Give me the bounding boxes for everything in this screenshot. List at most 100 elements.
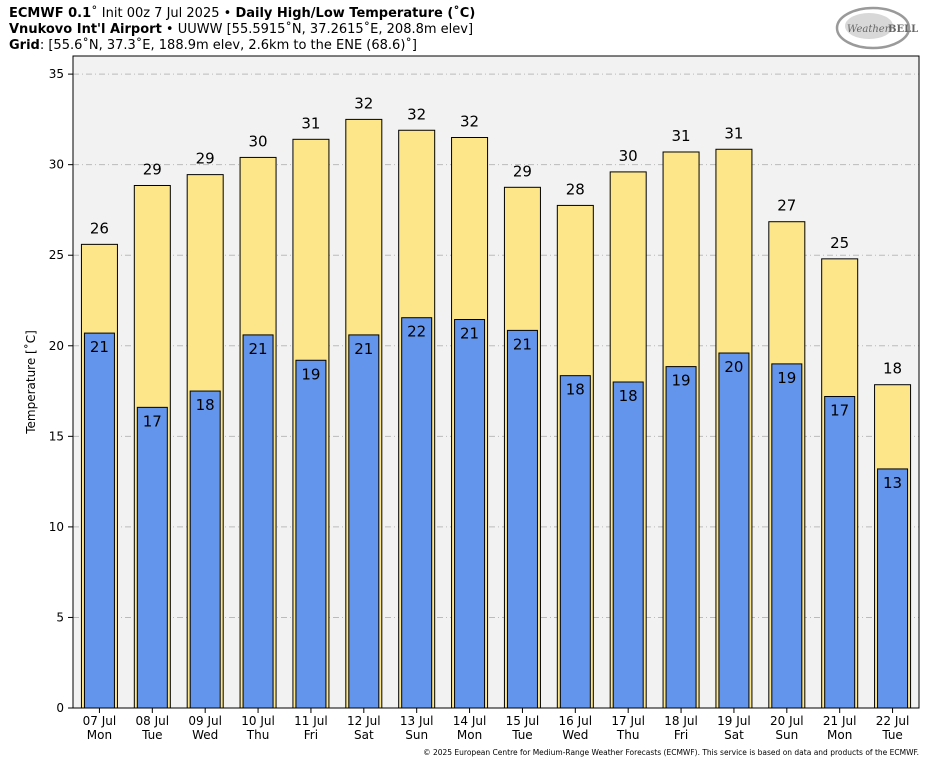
low-temp-bar [401, 317, 433, 709]
x-tick-date: 07 Jul [83, 714, 117, 728]
grid-label: Grid [9, 38, 40, 53]
x-tick-day: Mon [827, 728, 852, 742]
chart-title: Daily High/Low Temperature (˚C) [235, 6, 476, 21]
x-tick-day: Sat [354, 728, 374, 742]
high-temp-label: 28 [566, 180, 585, 198]
high-temp-label: 18 [883, 360, 902, 378]
x-tick-day: Wed [192, 728, 218, 742]
low-temp-label: 21 [249, 340, 268, 358]
low-temp-label: 18 [619, 387, 638, 405]
low-temp-bar [612, 381, 644, 709]
x-tick-date: 14 Jul [453, 714, 487, 728]
low-temp-label: 13 [883, 474, 902, 492]
low-temp-bar [83, 332, 115, 709]
station-info: • UUWW [55.5915˚N, 37.2615˚E, 208.8m ele… [161, 22, 474, 37]
y-tick-label: 35 [49, 67, 64, 81]
copyright-notice: © 2025 European Centre for Medium-Range … [423, 748, 919, 757]
high-temp-label: 32 [354, 94, 373, 112]
y-tick-label: 10 [49, 520, 64, 534]
x-tick-date: 21 Jul [823, 714, 857, 728]
y-tick-label: 20 [49, 339, 64, 353]
x-tick-date: 13 Jul [400, 714, 434, 728]
x-tick-date: 08 Jul [136, 714, 170, 728]
station-name: Vnukovo Int'l Airport [9, 22, 162, 37]
low-temp-label: 17 [830, 401, 849, 419]
high-temp-label: 26 [90, 219, 109, 237]
high-temp-label: 31 [301, 114, 320, 132]
low-temp-label: 19 [301, 365, 320, 383]
x-tick-day: Thu [616, 728, 640, 742]
low-temp-label: 20 [724, 358, 743, 376]
plot-frame [72, 55, 920, 709]
low-temp-label: 18 [566, 381, 585, 399]
x-tick-day: Wed [562, 728, 588, 742]
high-temp-label: 30 [249, 132, 268, 150]
high-temp-label: 31 [672, 127, 691, 145]
x-tick-date: 16 Jul [559, 714, 593, 728]
high-temp-label: 29 [513, 162, 532, 180]
y-tick-label: 30 [49, 158, 64, 172]
x-tick-date: 17 Jul [611, 714, 645, 728]
x-tick-date: 15 Jul [506, 714, 540, 728]
y-tick-label: 0 [56, 701, 64, 715]
x-tick-day: Sat [724, 728, 744, 742]
chart-title-line-1: ECMWF 0.1˚ Init 00z 7 Jul 2025 • Daily H… [9, 5, 475, 22]
low-temp-label: 21 [513, 335, 532, 353]
low-temp-bar [242, 334, 274, 709]
x-tick-day: Tue [511, 728, 533, 742]
high-temp-label: 25 [830, 234, 849, 252]
low-temp-bar [877, 468, 909, 709]
x-tick-day: Tue [141, 728, 163, 742]
x-tick-day: Fri [674, 728, 688, 742]
low-temp-label: 19 [672, 372, 691, 390]
low-temp-bar [454, 319, 486, 709]
x-tick-day: Sun [405, 728, 428, 742]
x-tick-day: Thu [246, 728, 270, 742]
init-time: ˚ Init 00z 7 Jul 2025 • [91, 6, 236, 21]
chart-title-line-2: Vnukovo Int'l Airport • UUWW [55.5915˚N,… [9, 21, 473, 38]
x-tick-date: 20 Jul [770, 714, 804, 728]
x-tick-date: 19 Jul [717, 714, 751, 728]
x-tick-day: Sun [775, 728, 798, 742]
weatherbell-logo: Weather BELL [835, 6, 918, 50]
low-temp-label: 21 [90, 338, 109, 356]
low-temp-bar [348, 334, 380, 709]
low-temp-label: 17 [143, 412, 162, 430]
logo-text-weather: Weather [847, 24, 891, 35]
model-name: ECMWF 0.1 [9, 6, 92, 21]
x-tick-date: 09 Jul [188, 714, 222, 728]
high-temp-label: 29 [143, 160, 162, 178]
high-temp-label: 32 [460, 113, 479, 131]
low-temp-bar [718, 352, 750, 709]
low-temp-label: 21 [354, 340, 373, 358]
grid-info: : [55.6˚N, 37.3˚E, 188.9m elev, 2.6km to… [39, 38, 417, 53]
low-temp-bar [506, 329, 538, 709]
y-tick-label: 25 [49, 248, 64, 262]
x-tick-date: 12 Jul [347, 714, 381, 728]
x-tick-day: Fri [304, 728, 318, 742]
x-tick-date: 18 Jul [664, 714, 698, 728]
bars: 26 21 29 17 29 18 30 21 31 19 32 21 32 22 32 21 29 21 28 18… [80, 94, 912, 709]
x-tick-date: 11 Jul [294, 714, 328, 728]
low-temp-bar [824, 395, 856, 709]
x-tick-day: Mon [457, 728, 482, 742]
low-temp-bar [136, 406, 168, 709]
high-temp-label: 29 [196, 150, 215, 168]
low-temp-bar [559, 375, 591, 709]
low-temp-bar [189, 390, 221, 709]
low-temp-label: 21 [460, 325, 479, 343]
x-tick-date: 10 Jul [241, 714, 275, 728]
low-temp-bar [295, 359, 327, 709]
x-tick-day: Tue [881, 728, 903, 742]
high-temp-label: 27 [777, 197, 796, 215]
low-temp-bar [665, 366, 697, 709]
high-temp-label: 31 [724, 124, 743, 142]
low-temp-label: 22 [407, 323, 426, 341]
y-axis-label: Temperature [˚C] [23, 330, 38, 435]
low-temp-label: 18 [196, 396, 215, 414]
chart-title-line-3: Grid: [55.6˚N, 37.3˚E, 188.9m elev, 2.6k… [9, 37, 417, 54]
y-tick-label: 5 [56, 610, 64, 624]
logo-text-bell: BELL [888, 24, 918, 35]
